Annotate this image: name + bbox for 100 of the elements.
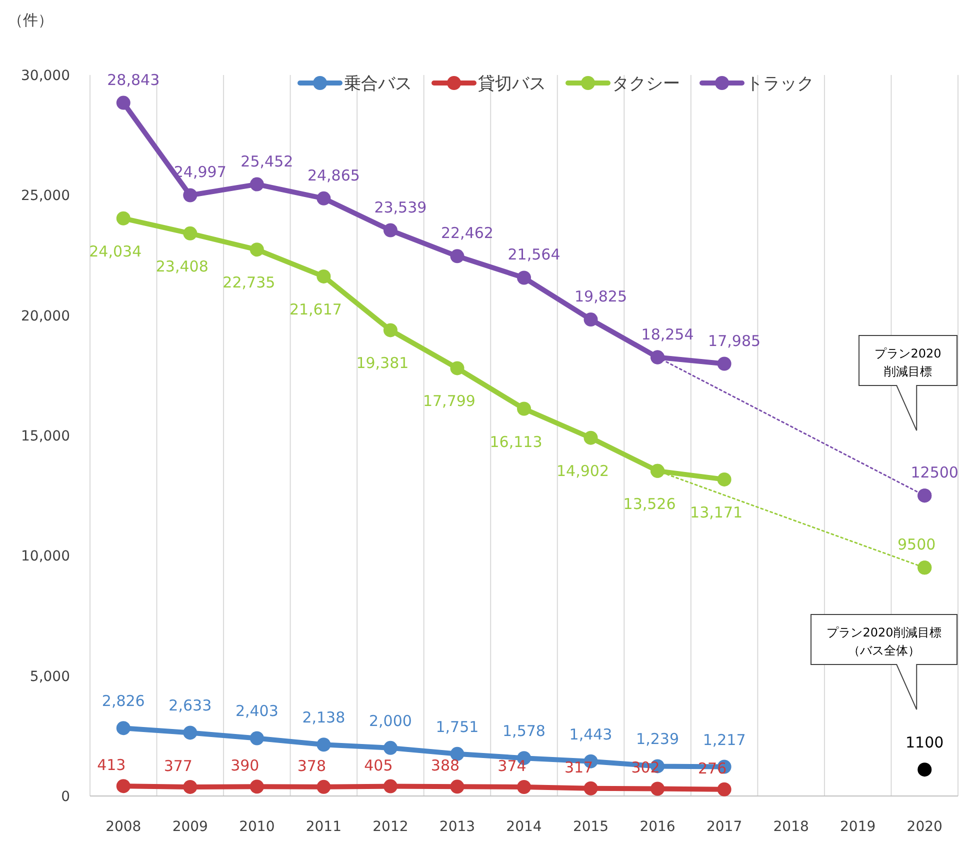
data-label: 16,113 [490,432,542,451]
legend-label: 乗合バス [344,74,412,94]
x-tick-label: 2015 [572,819,609,835]
point [383,323,398,338]
data-label: 23,539 [374,198,427,216]
data-label: 1100 [906,734,944,752]
point [717,782,732,796]
point [517,780,531,794]
x-tick-label: 2017 [706,819,742,835]
point [450,780,464,794]
point [250,780,264,794]
data-label: 9500 [898,536,936,554]
point [450,249,464,264]
text: プラン2020削減目標 [874,346,942,379]
data-label: 22,462 [440,224,494,242]
data-label: 21,564 [508,246,560,264]
point [650,782,665,796]
data-label: 390 [230,756,260,775]
point [183,226,198,240]
y-tick-label: 30,000 [21,68,70,84]
data-label: 24,997 [174,163,226,182]
x-tick-label: 2011 [306,819,342,835]
data-label: 17,799 [422,392,476,410]
data-label: 1,217 [702,730,746,749]
y-axis-title: （件） [8,11,53,29]
point [316,738,331,752]
point [383,223,398,238]
point [250,177,264,192]
point [316,269,331,284]
data-label: 25,452 [240,152,294,170]
point [450,746,464,761]
point [250,731,264,746]
data-label: 378 [297,756,326,775]
data-label: 12500 [910,464,958,482]
y-tick-label: 10,000 [21,548,70,565]
point [116,211,130,226]
annotation: プラン2020削減目標 [826,626,942,640]
point [584,781,598,796]
data-label: 24,865 [307,166,360,184]
point [316,191,331,206]
y-tick-label: 20,000 [21,308,70,324]
x-tick-label: 2012 [372,819,408,835]
data-label: 18,254 [641,325,694,344]
data-label: 405 [364,756,393,774]
x-tick-label: 2013 [439,819,476,835]
legend-label: タクシー [612,74,680,94]
point [918,762,932,777]
point [450,361,464,376]
x-tick-label: 2019 [840,819,876,835]
data-label: 1,578 [502,722,546,740]
data-label: 377 [164,756,192,775]
x-tick-label: 2009 [172,819,208,835]
data-label: 13,526 [623,494,676,513]
data-label: 23,408 [156,257,208,276]
x-tick-label: 2020 [906,819,942,835]
point [183,188,198,202]
legend-label: 貸切バス [478,74,546,94]
data-label: 24,034 [89,242,142,260]
y-tick-label: 15,000 [21,428,70,444]
x-tick-label: 2014 [506,819,542,835]
data-label: 17,985 [708,332,761,350]
point [517,402,531,416]
x-tick-label: 2010 [239,819,275,835]
data-label: 317 [564,758,594,776]
data-label: 1,239 [636,730,680,748]
point [116,779,130,794]
data-label: 1,751 [436,718,479,736]
legend-label: トラック [746,74,814,94]
data-label: 374 [498,757,526,776]
point [517,270,531,285]
point [116,96,130,110]
data-label: 2,826 [102,692,145,710]
x-tick-label: 2008 [106,819,142,835]
x-tick-label: 2016 [640,819,676,835]
y-tick-label: 25,000 [21,188,70,204]
point [183,780,198,794]
data-label: 13,171 [690,503,743,522]
data-label: 388 [430,756,460,775]
data-label: 19,825 [574,288,628,306]
point [383,740,398,755]
point [116,721,130,736]
data-label: 2,138 [302,708,346,727]
data-label: 2,633 [168,696,212,715]
point [250,242,264,257]
y-tick-label: 0 [61,789,70,805]
data-label: 22,735 [222,274,276,292]
point [584,312,598,327]
point [383,779,398,794]
data-label: 21,617 [289,300,342,318]
data-label: 2,403 [235,702,278,720]
data-label: 28,843 [107,70,160,89]
data-label: 413 [97,756,126,774]
point [316,780,331,794]
data-label: 1,443 [569,725,612,744]
text: （バス全体） [848,644,920,658]
y-tick-label: 5,000 [30,668,70,685]
x-tick-label: 2018 [773,819,809,835]
point [584,430,598,445]
data-label: 14,902 [556,462,610,480]
data-label: 2,000 [368,712,412,730]
